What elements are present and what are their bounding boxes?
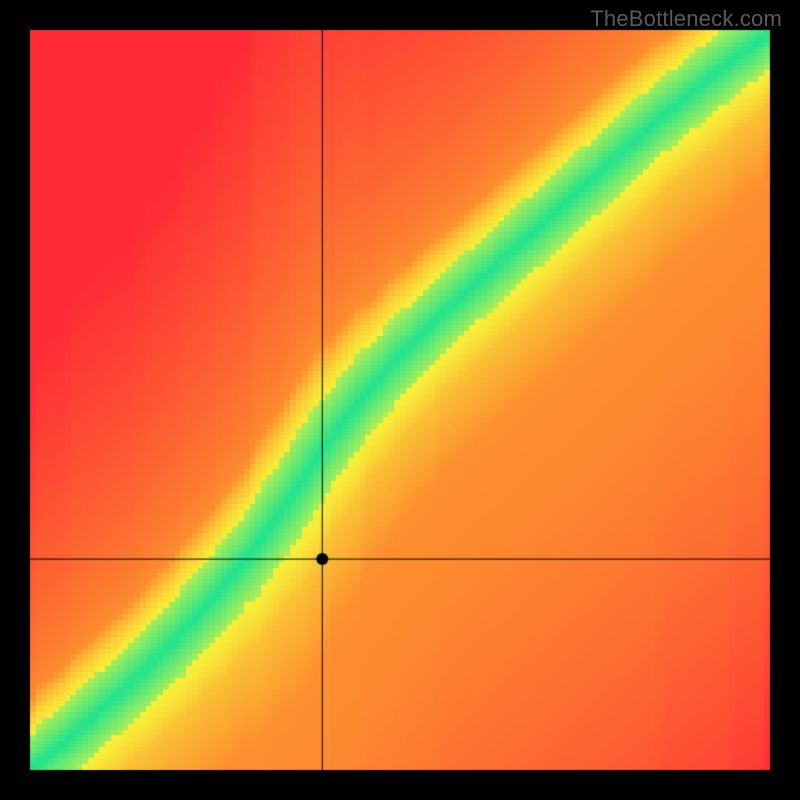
watermark-text: TheBottleneck.com — [590, 6, 782, 32]
bottleneck-heatmap — [0, 0, 800, 800]
